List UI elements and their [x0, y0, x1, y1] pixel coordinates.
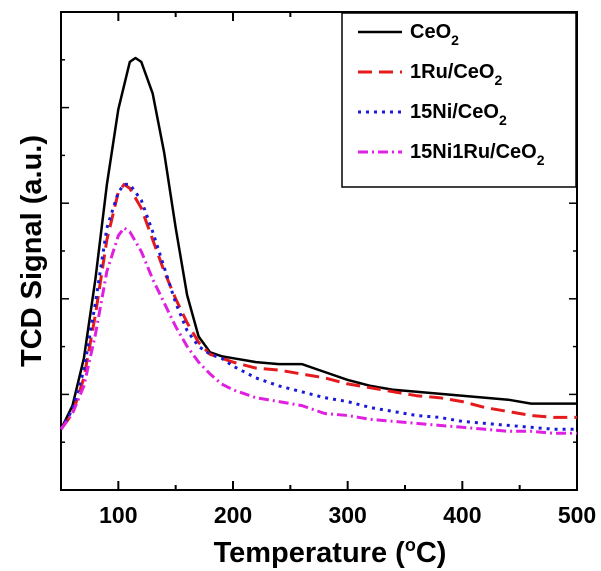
x-tick-label: 500: [558, 502, 596, 528]
series-line-2: [59, 182, 577, 431]
x-tick-label: 300: [328, 502, 366, 528]
x-axis-title-degree: o: [405, 535, 416, 555]
x-axis-title-unit: C): [416, 537, 447, 569]
legend-label-4: 15Ni1Ru/CeO2: [410, 141, 545, 168]
x-tick-label: 200: [214, 502, 252, 528]
x-axis-title: Temperature (oC): [214, 535, 447, 569]
legend-label-1: CeO2: [410, 21, 459, 48]
series-line-1: [59, 56, 577, 430]
y-axis-title: TCD Signal (a.u.): [16, 135, 48, 367]
x-tick-label: 100: [99, 502, 137, 528]
series-line-3: [59, 182, 577, 431]
x-tick-labels: 100 200 300 400 500: [99, 502, 596, 528]
legend-box: [341, 12, 577, 188]
legend-label-3: 15Ni/CeO2: [410, 101, 507, 128]
data-series: [59, 56, 577, 435]
legend: CeO2 1Ru/CeO2 15Ni/CeO2 15Ni1Ru/CeO2: [341, 12, 577, 188]
x-axis-title-main: Temperature (: [214, 537, 406, 569]
legend-label-2: 1Ru/CeO2: [410, 61, 502, 88]
x-tick-label: 400: [443, 502, 481, 528]
series-line-4: [59, 226, 577, 435]
